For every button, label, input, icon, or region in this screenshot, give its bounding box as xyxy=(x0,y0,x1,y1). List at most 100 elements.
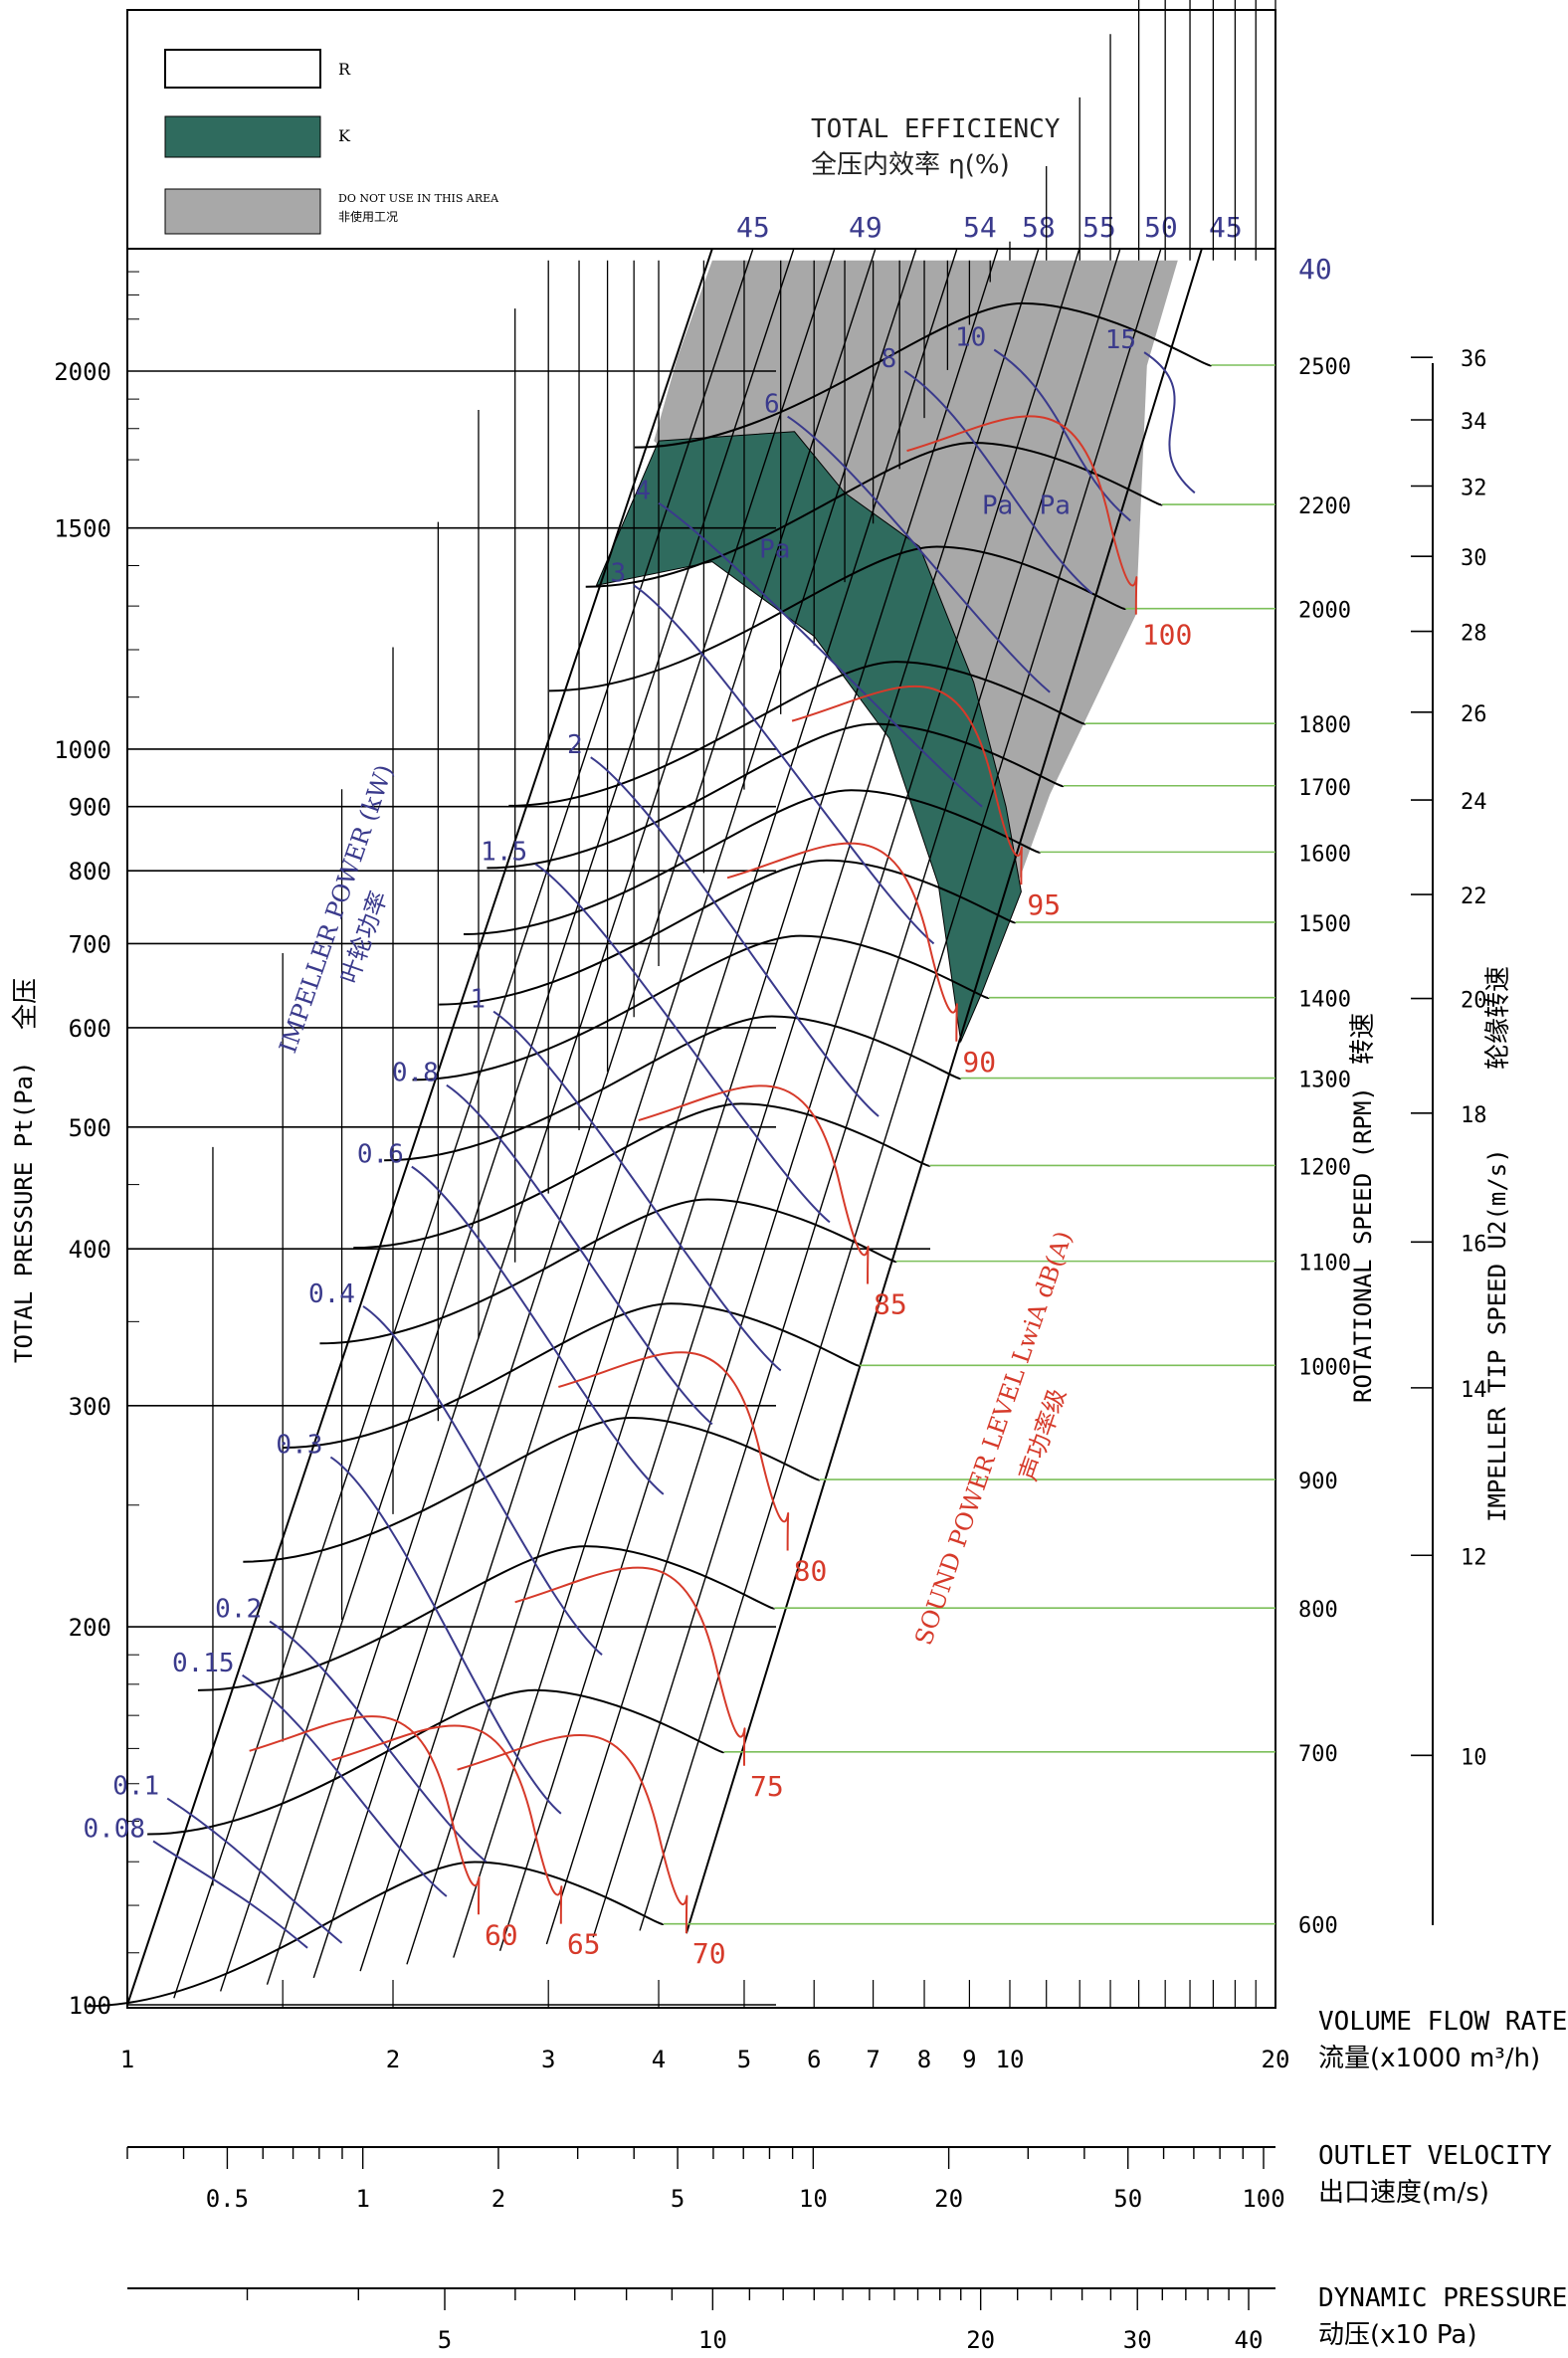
power-curve xyxy=(329,1456,562,1815)
sound-curve xyxy=(249,1715,481,1915)
y-axis-label-cn: 全压 xyxy=(11,978,41,1030)
band-right-edge xyxy=(685,248,1203,1934)
sound-curve-label: 85 xyxy=(874,1288,907,1321)
outlet-velocity-label-cn: 出口速度(m/s) xyxy=(1318,2178,1489,2208)
rpm-tick-label: 900 xyxy=(1298,1470,1338,1494)
speed-curve xyxy=(384,1015,962,1162)
power-curve xyxy=(993,348,1131,522)
outlet-velocity-tick-label: 20 xyxy=(934,2185,963,2213)
tip-speed-tick-label: 34 xyxy=(1461,410,1487,435)
outlet-velocity-tick-label: 2 xyxy=(491,2185,505,2213)
y-tick-label: 500 xyxy=(69,1114,111,1142)
band-diagonal xyxy=(219,248,795,1992)
rpm-tick-label: 1800 xyxy=(1298,713,1351,738)
sound-curve-layer xyxy=(249,415,1138,1934)
pa-label: Pa xyxy=(982,491,1013,520)
x-tick-label: 2 xyxy=(386,2046,400,2073)
rpm-tick-label: 1400 xyxy=(1298,988,1351,1013)
legend-swatch-do-not-use xyxy=(164,188,321,235)
sound-curve-label: 100 xyxy=(1142,619,1193,652)
speed-curve xyxy=(319,1198,897,1345)
power-curve-layer xyxy=(152,348,1196,1949)
legend-label-do-not-use: DO NOT USE IN THIS AREA xyxy=(338,192,499,205)
x-tick-label: 20 xyxy=(1262,2046,1290,2073)
sound-curve xyxy=(558,1351,790,1551)
rpm-tick-label: 800 xyxy=(1298,1598,1338,1623)
outlet-velocity-tick-label: 1 xyxy=(355,2185,369,2213)
tip-speed-tick-label: 18 xyxy=(1461,1103,1487,1128)
efficiency-tick: 58 xyxy=(1022,211,1056,244)
dynamic-pressure-scale: 5 10 20 30 40 DYNAMIC PRESSURE 动压(x10 Pa) xyxy=(127,2283,1567,2354)
speed-curve xyxy=(548,545,1127,692)
efficiency-tick: 45 xyxy=(736,211,770,244)
outlet-velocity-tick-label: 50 xyxy=(1113,2185,1142,2213)
power-curve-label: 15 xyxy=(1105,325,1136,355)
rpm-tick-label: 2000 xyxy=(1298,599,1351,624)
band-diagonal xyxy=(545,248,1080,1945)
sound-curve-label: 60 xyxy=(485,1918,518,1951)
power-curve xyxy=(658,501,983,808)
power-curve xyxy=(534,863,831,1224)
outlet-velocity-tick-label: 5 xyxy=(671,2185,685,2213)
legend-label-do-not-use-cn: 非使用工况 xyxy=(338,209,398,224)
power-curve xyxy=(492,1010,782,1372)
efficiency-tick: 50 xyxy=(1144,211,1178,244)
sound-curve-label: 65 xyxy=(567,1928,601,1961)
sound-curve xyxy=(638,1084,870,1284)
power-curve-label: 6 xyxy=(764,390,780,420)
plot-frame xyxy=(126,9,1276,2009)
band-diagonal xyxy=(498,248,1040,1951)
tip-speed-axis-label-cn: 轮缘转速 xyxy=(1483,966,1513,1070)
y-tick-label: 2000 xyxy=(54,358,111,386)
tip-speed-axis-label: IMPELLER TIP SPEED U2(m/s) xyxy=(1483,1148,1511,1522)
power-curve-label: 1.5 xyxy=(481,837,527,867)
legend-swatch-r xyxy=(164,49,321,89)
pa-label: Pa xyxy=(1040,491,1071,520)
rpm-tick-label: 1200 xyxy=(1298,1155,1351,1180)
tip-speed-tick-label: 14 xyxy=(1461,1378,1487,1403)
speed-curve xyxy=(147,1688,725,1836)
y-axis-label: TOTAL PRESSURE Pt(Pa) xyxy=(10,1062,38,1363)
power-curve-label: 0.08 xyxy=(83,1815,145,1845)
outlet-velocity-tick-label: 100 xyxy=(1242,2185,1284,2213)
band-diagonal xyxy=(359,248,917,1972)
dynamic-pressure-label: DYNAMIC PRESSURE xyxy=(1318,2283,1567,2313)
region-layer xyxy=(595,260,1178,1044)
legend: R K DO NOT USE IN THIS AREA 非使用工况 xyxy=(164,49,499,235)
tip-speed-tick-label: 20 xyxy=(1461,989,1487,1014)
efficiency-tick: 49 xyxy=(849,211,882,244)
y-tick-label: 900 xyxy=(69,794,111,822)
dynamic-pressure-tick-label: 20 xyxy=(966,2326,995,2354)
power-curve-label: 0.3 xyxy=(276,1431,322,1461)
rpm-tick-label: 1300 xyxy=(1298,1069,1351,1093)
dynamic-pressure-ticks: 5 10 20 30 40 xyxy=(246,2288,1263,2354)
speed-curve xyxy=(463,789,1042,936)
power-curve-label: 3 xyxy=(611,558,627,588)
y-tick-label: 1000 xyxy=(54,736,111,764)
speed-curve xyxy=(585,441,1164,588)
power-curve xyxy=(633,584,935,945)
sound-curve-label: 70 xyxy=(692,1937,726,1970)
dynamic-pressure-tick-label: 5 xyxy=(438,2326,452,2354)
speed-curve xyxy=(283,1302,862,1450)
power-curve-label: 0.1 xyxy=(112,1772,159,1802)
rpm-tick-label: 700 xyxy=(1298,1742,1338,1767)
band-left-edge xyxy=(126,248,713,2006)
grid-layer xyxy=(126,0,1434,2008)
rpm-tick-label: 600 xyxy=(1298,1914,1338,1939)
sound-curve xyxy=(331,1724,563,1924)
efficiency-title-cn: 全压内效率 η(%) xyxy=(811,150,1010,180)
power-curve xyxy=(787,415,1051,693)
rpm-tick-label: 1500 xyxy=(1298,912,1351,937)
power-curve-label: 0.8 xyxy=(392,1059,439,1088)
tip-speed-tick-label: 22 xyxy=(1461,884,1487,909)
sound-label-cn: 声功率级 xyxy=(1014,1385,1072,1484)
y-tick-label: 700 xyxy=(69,930,111,958)
power-curve xyxy=(152,1840,308,1949)
k-region xyxy=(595,431,1022,1044)
rpm-axis-label-cn: 转速 xyxy=(1348,1013,1378,1065)
power-curve xyxy=(590,756,880,1117)
y-tick-label: 800 xyxy=(69,858,111,885)
tip-speed-tick-label: 26 xyxy=(1461,702,1487,727)
